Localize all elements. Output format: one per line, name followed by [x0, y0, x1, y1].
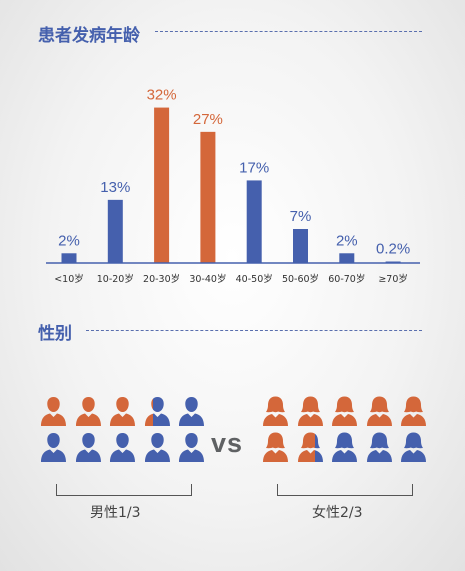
- data-label-30-40岁: 27%: [193, 111, 223, 128]
- male-person-icon: [75, 397, 101, 426]
- male-person-icon: [110, 397, 135, 426]
- age-title-divider: [155, 31, 422, 32]
- gender-section-title: 性别: [38, 324, 72, 344]
- x-tick-label: 60-70岁: [328, 273, 365, 285]
- bar-10-20岁: [107, 199, 123, 263]
- data-label-50-60岁: 7%: [290, 208, 312, 225]
- male-bracket: [56, 484, 192, 496]
- female-person-icon: [332, 396, 357, 426]
- x-tick-label: 40-50岁: [236, 273, 273, 285]
- x-tick-label: <10岁: [54, 273, 84, 285]
- data-label-≥70岁: 0.2%: [376, 241, 410, 258]
- data-label-20-30岁: 32%: [147, 87, 177, 104]
- male-person-icon: [110, 433, 135, 462]
- data-label-10-20岁: 13%: [100, 179, 130, 196]
- bar-30-40岁: [200, 131, 216, 263]
- female-person-icon: [297, 396, 323, 426]
- bar-50-60岁: [293, 229, 308, 263]
- male-person-icon: [75, 433, 101, 462]
- male-person-icon: [144, 397, 170, 426]
- bar-40-50岁: [246, 180, 262, 263]
- female-person-icon: [401, 396, 426, 426]
- x-tick-label: 50-60岁: [282, 273, 319, 285]
- age-section-title: 患者发病年龄: [38, 26, 140, 46]
- x-tick-label: ≥70岁: [378, 273, 408, 285]
- data-label-<10岁: 2%: [58, 232, 80, 249]
- data-label-60-70岁: 2%: [336, 232, 358, 249]
- gender-title-divider: [86, 330, 422, 331]
- male-person-icon: [41, 433, 66, 462]
- female-person-icon: [366, 432, 392, 462]
- female-bracket: [277, 484, 413, 496]
- male-person-icon: [144, 433, 170, 462]
- female-person-icon: [263, 432, 288, 462]
- x-tick-label: 10-20岁: [97, 273, 134, 285]
- data-label-40-50岁: 17%: [239, 159, 269, 176]
- female-person-icon: [297, 432, 323, 462]
- female-person-icon: [263, 396, 288, 426]
- female-person-icon: [401, 432, 426, 462]
- bar-<10岁: [61, 253, 77, 263]
- bar-20-30岁: [154, 107, 170, 263]
- male-caption: 男性1/3: [90, 505, 141, 521]
- x-tick-label: 20-30岁: [143, 273, 180, 285]
- x-tick-label: 30-40岁: [189, 273, 226, 285]
- male-person-icon: [179, 433, 204, 462]
- female-person-icon: [332, 432, 357, 462]
- female-caption: 女性2/3: [312, 505, 363, 521]
- male-person-icon: [41, 397, 66, 426]
- age-bar-chart: 2% <10岁 13% 10-20岁 32% 20-30岁 27% 30-40岁 17% 40-5…: [46, 87, 420, 285]
- vs-label: vs: [211, 428, 244, 458]
- female-person-icon: [366, 396, 392, 426]
- bar-60-70岁: [339, 253, 355, 263]
- male-person-icon: [179, 397, 204, 426]
